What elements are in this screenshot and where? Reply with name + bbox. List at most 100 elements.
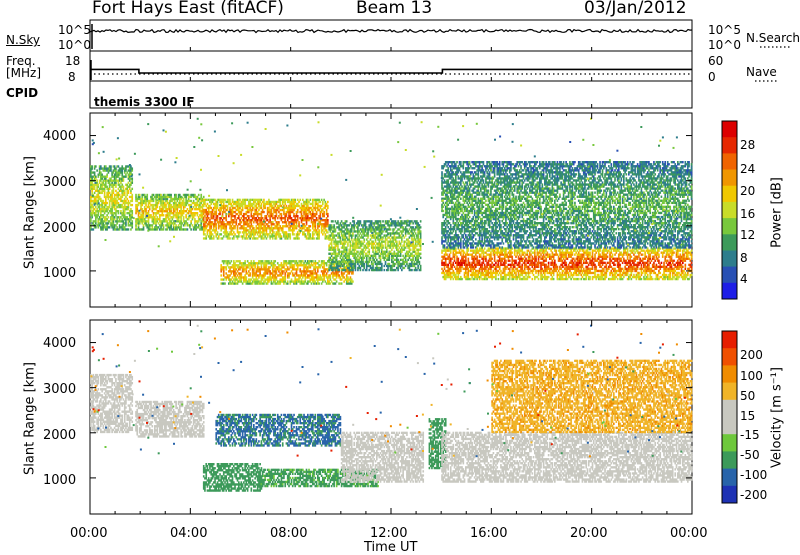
power-cell: [474, 260, 476, 262]
power-cell: [242, 205, 244, 207]
power-cell: [249, 272, 251, 274]
power-cell: [217, 215, 219, 217]
power-cell: [328, 245, 330, 247]
power-cell: [145, 222, 147, 224]
power-cell: [474, 256, 476, 258]
power-cell: [451, 258, 453, 260]
power-cell: [368, 253, 370, 255]
power-cell: [380, 261, 382, 263]
power-cell: [379, 241, 381, 243]
power-cell: [298, 233, 300, 235]
power-cell: [149, 226, 151, 228]
power-cell: [386, 249, 388, 251]
power-cell: [420, 236, 422, 238]
power-cell: [96, 169, 98, 171]
power-cell: [264, 280, 266, 282]
power-cell: [474, 278, 476, 280]
power-cell: [264, 274, 266, 276]
power-cell: [380, 238, 382, 240]
power-cell: [130, 218, 132, 220]
power-cell: [360, 222, 362, 224]
power-cell: [114, 165, 116, 167]
power-cell: [375, 245, 377, 247]
power-cell: [380, 234, 382, 236]
power-cell: [352, 272, 354, 274]
power-cell: [91, 190, 93, 192]
power-cell: [105, 216, 107, 218]
power-cell: [301, 203, 303, 205]
power-cell: [96, 182, 98, 184]
power-cell: [90, 198, 92, 200]
power-cell: [116, 226, 118, 228]
power-cell: [185, 220, 187, 222]
power-cell: [261, 199, 263, 201]
power-cell: [179, 194, 181, 196]
power-cell: [303, 227, 305, 229]
power-cell: [212, 211, 214, 213]
power-cell: [312, 270, 314, 272]
power-cell: [273, 266, 275, 268]
power-cell: [450, 260, 452, 262]
power-cell: [263, 231, 265, 233]
power-cell: [220, 233, 222, 235]
power-cell: [405, 247, 407, 249]
power-cell: [351, 228, 353, 230]
power-cell: [165, 218, 167, 220]
power-cell: [249, 237, 251, 239]
power-cell: [385, 261, 387, 263]
power-cell: [294, 207, 296, 209]
power-cell: [267, 282, 269, 284]
power-cell: [213, 217, 215, 219]
power-cell: [417, 236, 419, 238]
power-cell: [397, 249, 399, 251]
power-cell: [348, 272, 350, 274]
power-cell: [106, 174, 108, 176]
power-cell: [315, 205, 317, 207]
power-cell: [138, 214, 140, 216]
power-cell: [119, 218, 121, 220]
power-cell: [358, 234, 360, 236]
power-cell: [308, 201, 310, 203]
power-cell: [463, 254, 465, 256]
power-cell: [244, 260, 246, 262]
power-cell: [261, 205, 263, 207]
power-cell: [387, 222, 389, 224]
power-cell: [157, 228, 159, 230]
power-cell: [90, 208, 92, 210]
power-region-1: [135, 194, 204, 231]
power-cell: [327, 207, 329, 209]
power-cell: [164, 194, 166, 196]
power-cell: [160, 226, 162, 228]
power-cell: [297, 268, 299, 270]
power-cell: [335, 269, 337, 271]
power-cell: [414, 249, 416, 251]
power-cell: [95, 165, 97, 167]
power-cell: [278, 223, 280, 225]
power-cell: [389, 263, 391, 265]
power-cell: [124, 210, 126, 212]
power-cell: [248, 229, 250, 231]
power-cell: [98, 212, 100, 214]
power-cell: [223, 201, 225, 203]
power-cell: [281, 235, 283, 237]
power-cell: [129, 176, 131, 178]
power-cell: [249, 268, 251, 270]
power-cell: [389, 220, 391, 222]
power-cell: [385, 241, 387, 243]
power-cell: [465, 260, 467, 262]
power-cell: [362, 226, 364, 228]
power-cell: [215, 213, 217, 215]
power-cell: [400, 255, 402, 257]
power-cell: [204, 223, 206, 225]
power-cell: [315, 221, 317, 223]
power-cell: [471, 264, 473, 266]
power-cell: [342, 257, 344, 259]
power-cell: [394, 265, 396, 267]
power-cell: [330, 278, 332, 280]
power-cell: [302, 260, 304, 262]
power-cell: [276, 276, 278, 278]
power-cell: [380, 257, 382, 259]
power-cell: [247, 207, 249, 209]
power-cell: [185, 204, 187, 206]
power-cell: [103, 222, 105, 224]
